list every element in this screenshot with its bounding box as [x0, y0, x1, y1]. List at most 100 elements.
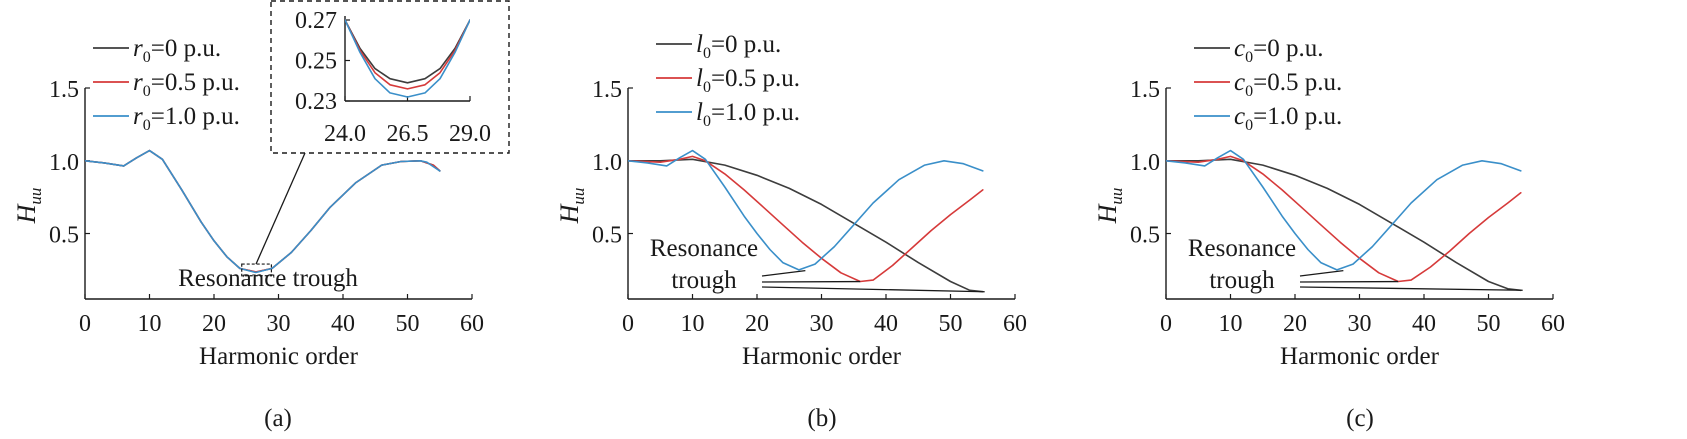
x-tick-label: 50: [1477, 311, 1501, 337]
panel-c: 0 10 20 30 40 50 60 0.5 1.0 1.5 Harmonic order Huu (…: [1093, 35, 1565, 432]
x-tick-label: 20: [745, 311, 769, 337]
legend-rest: =0.5 p.u.: [151, 69, 240, 96]
y-axis-label-main: H: [1093, 203, 1122, 224]
legend-sub: 0: [703, 79, 711, 96]
inset-leader-line: [255, 152, 306, 265]
series-line-1: [628, 155, 984, 283]
legend-label-2: c0=1.0 p.u.: [1234, 103, 1342, 134]
inset-series-group: [345, 19, 470, 98]
legend-sym: l: [696, 99, 703, 126]
legend-rest: =1.0 p.u.: [711, 99, 800, 126]
x-axis-label: Harmonic order: [1280, 343, 1440, 370]
resonance-label: Resonance: [650, 235, 758, 262]
x-tick-label: 0: [1160, 311, 1172, 337]
legend-sub: 0: [143, 49, 151, 66]
trough-label: trough: [671, 267, 737, 294]
legend-rest: =0 p.u.: [711, 31, 781, 58]
legend-sym: c: [1234, 103, 1245, 130]
inset-plot: 24.0 26.5 29.0 0.27 0.25 0.23: [295, 8, 491, 147]
x-tick-label: 30: [810, 311, 834, 337]
y-tick-label: 0.5: [592, 223, 622, 249]
y-tick-label: 1.0: [592, 150, 622, 176]
trough-highlight-box: [241, 263, 273, 277]
x-tick-label: 30: [1348, 311, 1372, 337]
panel-caption: (a): [264, 405, 292, 432]
trough-leader-line-0: [1299, 269, 1344, 277]
series-line-0: [628, 158, 984, 293]
x-tick-label: 40: [874, 311, 898, 337]
inset-y-tick-label: 0.27: [295, 8, 337, 34]
legend-sym: r: [133, 103, 143, 130]
y-tick-label: 1.0: [49, 150, 79, 176]
legend-sym: c: [1234, 35, 1245, 62]
y-tick-label: 1.5: [1130, 77, 1160, 103]
x-tick-label: 60: [1003, 311, 1027, 337]
panel-b: 0 10 20 30 40 50 60 0.5 1.0 1.5 Harmonic order Huu (…: [555, 31, 1027, 432]
legend-rest: =0 p.u.: [151, 35, 221, 62]
x-axis-label: Harmonic order: [742, 343, 902, 370]
legend-sym: l: [696, 65, 703, 92]
legend-label-1: r0=0.5 p.u.: [133, 69, 240, 100]
inset-series-line-0: [345, 19, 470, 84]
legend-label-0: r0=0 p.u.: [133, 35, 221, 66]
legend-sub: 0: [703, 45, 711, 62]
series-line-2: [1166, 149, 1522, 271]
y-tick-label: 0.5: [1130, 223, 1160, 249]
inset-x-tick-label: 24.0: [324, 121, 366, 147]
legend-rest: =0 p.u.: [1253, 35, 1323, 62]
y-axis-label-main: H: [555, 203, 584, 224]
x-tick-label: 0: [622, 311, 634, 337]
resonance-trough-label: Resonance trough: [178, 265, 358, 292]
y-axis-label: Huu: [1093, 188, 1126, 225]
legend-label-2: l0=1.0 p.u.: [696, 99, 800, 130]
series-group: [85, 149, 441, 274]
legend-rest: =0.5 p.u.: [1253, 69, 1342, 96]
y-axis-label: Huu: [555, 188, 588, 225]
legend-sub: 0: [1245, 83, 1253, 100]
series-line-1: [85, 149, 441, 273]
legend-label-1: c0=0.5 p.u.: [1234, 69, 1342, 100]
inset-y-tick-label: 0.25: [295, 49, 337, 75]
x-tick-label: 40: [1412, 311, 1436, 337]
x-tick-label: 20: [1283, 311, 1307, 337]
trough-leader-line-2: [761, 286, 985, 293]
panel-caption: (b): [807, 405, 836, 432]
panel-a: 0 10 20 30 40 50 60 0.5 1.0 1.5 Harmonic order Huu (…: [12, 0, 510, 432]
legend-sub: 0: [1245, 49, 1253, 66]
x-tick-label: 30: [267, 311, 291, 337]
series-group: [1166, 149, 1522, 292]
y-axis-label: Huu: [12, 188, 45, 225]
inset-series-line-2: [345, 19, 470, 98]
x-tick-label: 0: [79, 311, 91, 337]
legend-label-0: l0=0 p.u.: [696, 31, 781, 62]
series-line-0: [85, 149, 441, 273]
legend-rest: =1.0 p.u.: [1253, 103, 1342, 130]
legend-sub: 0: [703, 113, 711, 130]
panel-caption: (c): [1346, 405, 1374, 432]
series-line-0: [1166, 158, 1522, 292]
y-tick-label: 1.5: [592, 77, 622, 103]
inset-frame: [270, 0, 510, 154]
y-axis-label-sub: uu: [26, 188, 45, 205]
inset-y-tick-label: 0.23: [295, 89, 337, 115]
y-tick-label: 0.5: [49, 223, 79, 249]
inset-x-tick-label: 26.5: [387, 121, 429, 147]
legend-rest: =0.5 p.u.: [711, 65, 800, 92]
legend-sym: c: [1234, 69, 1245, 96]
y-tick-label: 1.0: [1130, 150, 1160, 176]
x-tick-label: 50: [396, 311, 420, 337]
trough-leader-line-2: [1299, 286, 1523, 291]
legend-label-0: c0=0 p.u.: [1234, 35, 1323, 66]
resonance-label: Resonance: [1188, 235, 1296, 262]
x-tick-label: 60: [460, 311, 484, 337]
x-axis-label: Harmonic order: [199, 343, 359, 370]
trough-label: trough: [1209, 267, 1275, 294]
trough-leader-line-0: [761, 269, 806, 277]
y-axis-label-sub: uu: [569, 188, 588, 205]
x-tick-label: 60: [1541, 311, 1565, 337]
x-tick-label: 20: [202, 311, 226, 337]
legend-rest: =1.0 p.u.: [151, 103, 240, 130]
y-axis-label-sub: uu: [1107, 188, 1126, 205]
legend-sub: 0: [1245, 117, 1253, 134]
legend-sym: r: [133, 69, 143, 96]
